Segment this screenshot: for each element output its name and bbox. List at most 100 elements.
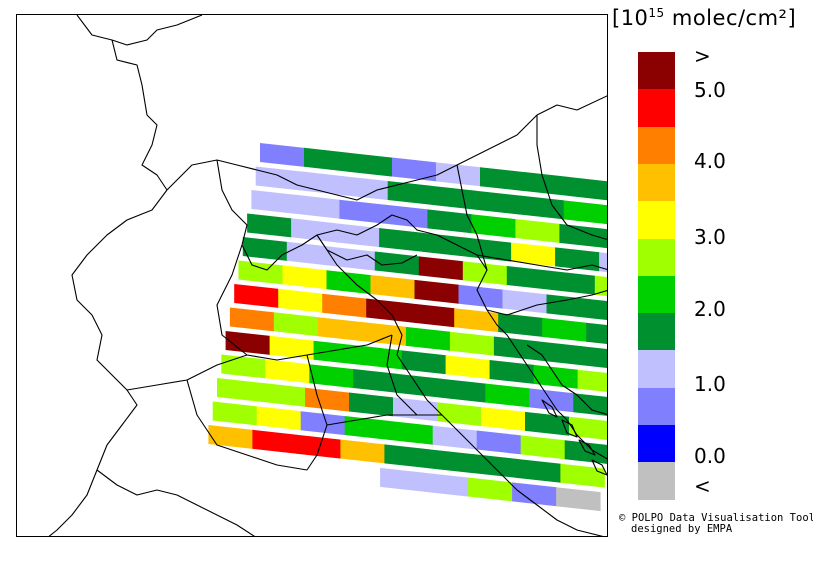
swath-pixel <box>449 331 495 356</box>
swath-pixel <box>234 284 279 308</box>
swath-pixel <box>586 322 607 344</box>
swath-pixel <box>431 185 477 210</box>
swath-pixel <box>515 219 560 243</box>
swath-pixel <box>410 303 455 328</box>
swath-pixel <box>475 190 521 215</box>
legend-label-5: 5.0 <box>694 78 726 102</box>
swath-pixel <box>454 308 499 333</box>
swath-pixel <box>533 364 579 389</box>
legend-swatch <box>638 163 675 202</box>
legend-label-0: 0.0 <box>694 444 726 468</box>
swath-pixel <box>208 425 253 449</box>
swath-pixel <box>353 369 398 393</box>
swath-pixel <box>546 294 591 319</box>
swath-pixel <box>238 260 283 285</box>
legend-swatch <box>638 126 675 165</box>
swath-pixel <box>524 172 569 196</box>
swath-pixel <box>379 228 424 252</box>
swath-pixel <box>252 429 297 454</box>
swath-pixel <box>256 406 302 431</box>
swath-pixel <box>427 209 472 234</box>
unit-suffix: molec/cm²] <box>664 6 797 30</box>
swath-pixel <box>349 392 394 417</box>
swath-pixel <box>273 312 319 337</box>
legend-swatch <box>638 89 675 128</box>
swath-pixel <box>295 194 340 219</box>
swath-pixel <box>428 449 473 474</box>
no2-swath-grid <box>208 143 607 512</box>
swath-pixel <box>564 440 607 464</box>
swath-pixel <box>344 416 390 440</box>
swath-pixel <box>569 416 607 440</box>
swath-pixel <box>260 143 305 167</box>
swath-pixel <box>445 355 491 380</box>
swath-pixel <box>550 270 596 295</box>
swath-pixel <box>299 171 345 196</box>
swath-pixel <box>502 289 547 314</box>
legend-swatch <box>638 462 675 501</box>
swath-pixel <box>309 364 354 389</box>
swath-pixel <box>361 322 407 346</box>
swath-pixel <box>556 487 601 512</box>
swath-pixel <box>481 407 526 431</box>
swath-pixel <box>418 256 464 281</box>
swath-pixel <box>423 232 468 257</box>
swath-pixel <box>424 472 469 497</box>
swath-pixel <box>305 387 350 412</box>
legend-swatch <box>638 201 675 240</box>
legend-unit-title: [1015 molec/cm²] <box>612 6 796 30</box>
swath-pixel <box>405 326 451 351</box>
swath-pixel <box>603 228 607 249</box>
swath-pixel <box>255 166 301 191</box>
swath-pixel <box>542 317 587 342</box>
map-panel <box>16 14 608 537</box>
swath-pixel <box>577 369 607 392</box>
swath-pixel <box>472 454 517 478</box>
swath-pixel <box>242 237 288 261</box>
swath-pixel <box>573 393 607 416</box>
swath-pixel <box>393 397 438 422</box>
swath-pixel <box>512 482 557 507</box>
swath-pixel <box>437 402 482 427</box>
legend-swatch <box>638 313 675 352</box>
swath-pixel <box>537 341 583 366</box>
swath-pixel <box>251 190 296 214</box>
country-borders <box>48 15 607 536</box>
swath-pixel <box>261 382 306 407</box>
swath-pixel <box>529 388 574 413</box>
swath-pixel <box>296 434 341 459</box>
swath-pixel <box>476 430 522 455</box>
swath-pixel <box>467 237 512 262</box>
swath-pixel <box>357 345 403 370</box>
swath-pixel <box>599 252 607 273</box>
swath-pixel <box>511 242 556 267</box>
legend-label-2: 2.0 <box>694 297 726 321</box>
swath-pixel <box>313 340 359 365</box>
swath-pixel <box>519 195 565 220</box>
legend-label-above: > <box>694 44 711 68</box>
swath-pixel <box>304 147 349 172</box>
swath-pixel <box>317 317 363 342</box>
swath-pixel <box>247 213 292 238</box>
swath-pixel <box>436 162 481 187</box>
swath-pixel <box>383 204 428 229</box>
swath-pixel <box>348 152 393 177</box>
credit-line-1: © POLPO Data Visualisation Tool <box>619 512 813 524</box>
swath-pixel <box>343 176 389 201</box>
swath-pixel <box>468 477 513 502</box>
swath-pixel <box>388 420 434 445</box>
swath-pixel <box>282 265 327 290</box>
swath-pixel <box>269 335 315 360</box>
swath-pixel <box>432 425 478 450</box>
map-canvas <box>48 15 607 536</box>
swath-pixel <box>471 214 516 239</box>
legend-label-below: < <box>694 474 711 498</box>
swath-pixel <box>366 298 411 323</box>
legend-label-3: 3.0 <box>694 225 726 249</box>
swath-pixel <box>326 270 371 295</box>
legend-label-1: 1.0 <box>694 372 726 396</box>
swath-pixel <box>392 157 437 182</box>
swath-pixel <box>265 359 310 384</box>
unit-prefix: [10 <box>612 6 649 30</box>
swath-pixel <box>300 411 346 436</box>
